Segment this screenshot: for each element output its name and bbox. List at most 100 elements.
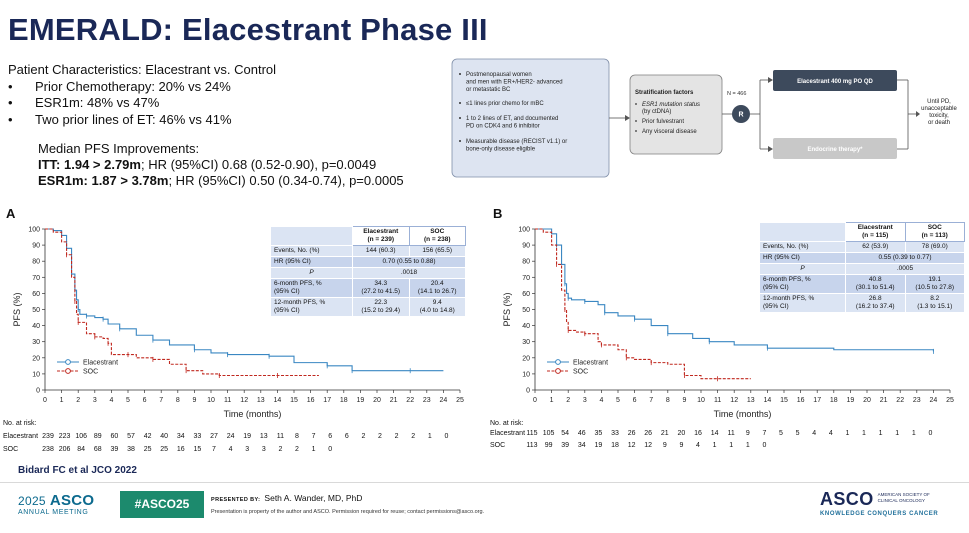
risk-count: 2 xyxy=(394,433,399,440)
x-tick-label: 21 xyxy=(880,397,888,404)
stats-row: Events, No. (%) 144 (60.3) 156 (65.5) xyxy=(270,245,466,257)
y-tick-label: 30 xyxy=(32,339,40,346)
legend-marker xyxy=(65,359,71,365)
x-tick-label: 24 xyxy=(930,397,938,404)
x-tick-label: 3 xyxy=(583,397,587,404)
arm-elacestrant-label: Elacestrant 400 mg PO QD xyxy=(797,79,873,85)
arm-elacestrant-box xyxy=(773,70,897,91)
risk-count: 26 xyxy=(644,430,653,437)
x-tick-label: 11 xyxy=(714,397,721,404)
km-curve-soc xyxy=(45,228,319,377)
y-tick-label: 10 xyxy=(32,371,40,378)
risk-count: 84 xyxy=(77,446,86,453)
risk-count: 39 xyxy=(561,442,570,449)
risk-count: 16 xyxy=(176,446,185,453)
risk-count: 7 xyxy=(762,430,767,437)
risk-count: 60 xyxy=(110,433,119,440)
x-tick-label: 16 xyxy=(307,397,315,404)
footer-divider xyxy=(0,482,969,483)
y-tick-label: 40 xyxy=(522,323,530,330)
risk-count: 9 xyxy=(745,430,750,437)
risk-label: No. at risk: xyxy=(490,420,524,427)
x-tick-label: 4 xyxy=(109,397,113,404)
risk-count: 40 xyxy=(160,433,169,440)
y-tick-label: 50 xyxy=(32,307,40,314)
risk-count: 0 xyxy=(928,430,933,437)
risk-count: 1 xyxy=(895,430,900,437)
stats-row: HR (95% CI) 0.55 (0.39 to 0.77) xyxy=(759,252,965,264)
until-line: or death xyxy=(928,120,950,126)
x-tick-label: 8 xyxy=(666,397,670,404)
risk-soc-label: SOC xyxy=(490,442,506,449)
risk-count: 57 xyxy=(127,433,135,440)
risk-count: 12 xyxy=(627,442,636,449)
risk-count: 12 xyxy=(644,442,653,449)
n-label: N = 466 xyxy=(727,91,746,97)
x-tick-label: 5 xyxy=(126,397,130,404)
stats-row: 6-month PFS, % (95% CI) 40.8 (30.1 to 51.4)… xyxy=(759,274,965,294)
y-axis-label: PFS (%) xyxy=(502,292,512,326)
km-chart-a: 0 10 20 30 40 50 60 70 80 90 100 0 1 2 3 4 5 6 7 8 9 10 11 12 13… xyxy=(0,215,475,420)
x-tick-label: 18 xyxy=(340,397,348,404)
x-tick-label: 24 xyxy=(440,397,448,404)
pfs-itt: ITT: 1.94 > 2.79m; HR (95%CI) 0.68 (0.52… xyxy=(38,157,377,172)
hashtag-badge: #ASCO25 xyxy=(120,491,204,518)
risk-count: 4 xyxy=(812,430,817,437)
until-line: unacceptable xyxy=(921,106,957,112)
y-tick-label: 80 xyxy=(522,259,530,266)
risk-count: 105 xyxy=(542,430,555,437)
x-tick-label: 19 xyxy=(847,397,855,404)
risk-count: 1 xyxy=(712,442,717,449)
km-curve-elacestrant xyxy=(535,228,934,352)
risk-count: 54 xyxy=(561,430,570,437)
x-tick-label: 14 xyxy=(764,397,772,404)
x-tick-label: 7 xyxy=(649,397,653,404)
y-tick-label: 40 xyxy=(32,323,40,330)
risk-count: 26 xyxy=(627,430,636,437)
until-line: toxicity, xyxy=(929,113,949,119)
stats-row: 12-month PFS, % (95% CI) 26.8 (16.2 to 37.4… xyxy=(759,293,965,313)
risk-count: 9 xyxy=(679,442,684,449)
legend-marker xyxy=(65,368,71,374)
x-tick-label: 23 xyxy=(913,397,921,404)
x-axis-label: Time (months) xyxy=(224,409,282,419)
y-tick-label: 50 xyxy=(522,307,530,314)
randomization-circle xyxy=(732,105,750,123)
risk-count: 21 xyxy=(660,430,669,437)
risk-count: 2 xyxy=(278,446,283,453)
risk-count: 1 xyxy=(427,433,432,440)
legend-label: SOC xyxy=(573,369,588,376)
risk-count: 42 xyxy=(143,433,152,440)
x-tick-label: 2 xyxy=(566,397,570,404)
y-tick-label: 60 xyxy=(32,291,40,298)
x-tick-label: 25 xyxy=(456,397,464,404)
risk-count: 2 xyxy=(361,433,366,440)
stats-row: P .0018 xyxy=(270,267,466,279)
legend-label: Elacestrant xyxy=(83,360,118,367)
risk-count: 238 xyxy=(42,446,54,453)
eligibility-line: 1 to 2 lines of ET, and documented xyxy=(466,116,558,122)
risk-count: 1 xyxy=(729,442,734,449)
x-tick-label: 17 xyxy=(813,397,821,404)
panel-b-letter: B xyxy=(493,206,503,221)
risk-elac-label: Elacestrant xyxy=(490,430,526,437)
y-tick-label: 90 xyxy=(522,243,530,250)
arm-endocrine-box xyxy=(773,138,897,159)
patient-bullet: • ESR1m: 48% vs 47% xyxy=(8,95,160,110)
x-axis-label: Time (months) xyxy=(714,409,772,419)
x-tick-label: 11 xyxy=(224,397,231,404)
risk-count: 39 xyxy=(110,446,119,453)
risk-count: 68 xyxy=(93,446,102,453)
patient-bullet: • Prior Chemotherapy: 20% vs 24% xyxy=(8,78,231,94)
risk-count: 6 xyxy=(328,433,333,440)
risk-label: No. at risk: xyxy=(3,420,37,427)
eligibility-line: and men with ER+/HER2- advanced xyxy=(466,80,563,86)
risk-count: 19 xyxy=(594,442,603,449)
risk-count: 25 xyxy=(160,446,169,453)
risk-count: 15 xyxy=(193,446,202,453)
x-tick-label: 10 xyxy=(697,397,705,404)
x-tick-label: 17 xyxy=(323,397,331,404)
x-tick-label: 10 xyxy=(207,397,215,404)
y-tick-label: 80 xyxy=(32,259,40,266)
eligibility-line: or metastatic BC xyxy=(466,87,511,93)
